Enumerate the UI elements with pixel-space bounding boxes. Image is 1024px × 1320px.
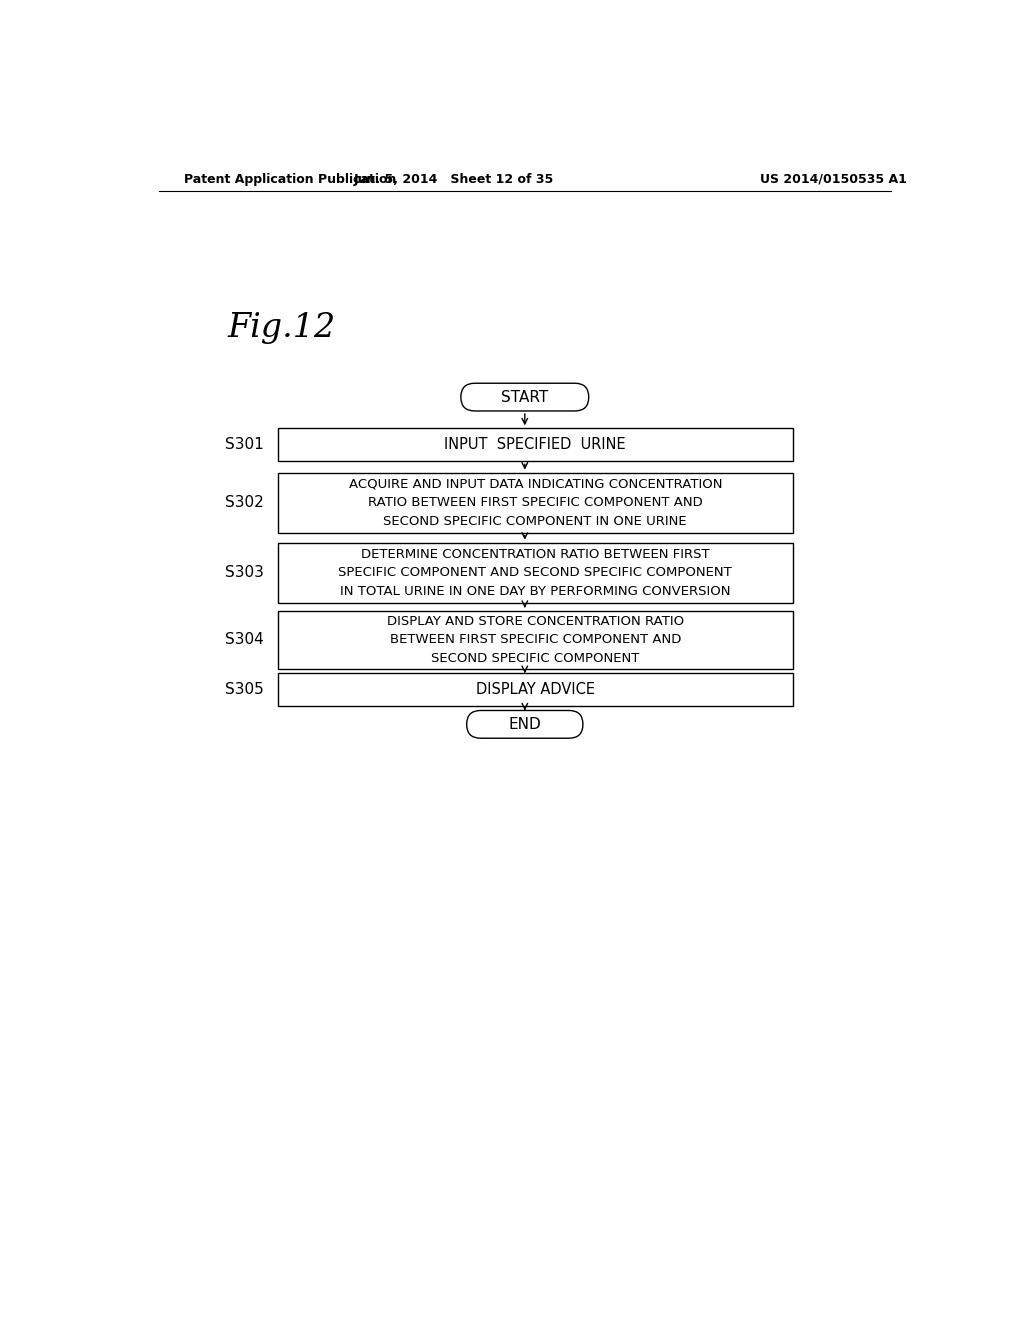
Text: DETERMINE CONCENTRATION RATIO BETWEEN FIRST
SPECIFIC COMPONENT AND SECOND SPECIF: DETERMINE CONCENTRATION RATIO BETWEEN FI… bbox=[338, 548, 732, 598]
Text: ACQUIRE AND INPUT DATA INDICATING CONCENTRATION
RATIO BETWEEN FIRST SPECIFIC COM: ACQUIRE AND INPUT DATA INDICATING CONCEN… bbox=[348, 478, 722, 528]
Bar bbox=[278, 543, 793, 603]
Text: DISPLAY AND STORE CONCENTRATION RATIO
BETWEEN FIRST SPECIFIC COMPONENT AND
SECON: DISPLAY AND STORE CONCENTRATION RATIO BE… bbox=[387, 615, 684, 665]
Text: END: END bbox=[509, 717, 541, 731]
Text: US 2014/0150535 A1: US 2014/0150535 A1 bbox=[760, 173, 906, 186]
Text: S304: S304 bbox=[225, 632, 263, 647]
Bar bbox=[278, 428, 793, 462]
Text: DISPLAY ADVICE: DISPLAY ADVICE bbox=[476, 682, 595, 697]
Text: Patent Application Publication: Patent Application Publication bbox=[183, 173, 396, 186]
Text: Jun. 5, 2014   Sheet 12 of 35: Jun. 5, 2014 Sheet 12 of 35 bbox=[353, 173, 554, 186]
Text: S303: S303 bbox=[224, 565, 263, 581]
FancyBboxPatch shape bbox=[467, 710, 583, 738]
Text: INPUT  SPECIFIED  URINE: INPUT SPECIFIED URINE bbox=[444, 437, 626, 453]
FancyBboxPatch shape bbox=[461, 383, 589, 411]
Text: S302: S302 bbox=[225, 495, 263, 510]
Text: S301: S301 bbox=[225, 437, 263, 453]
Text: Fig.12: Fig.12 bbox=[227, 312, 336, 343]
Bar bbox=[278, 611, 793, 668]
Text: START: START bbox=[501, 389, 549, 405]
Text: S305: S305 bbox=[225, 682, 263, 697]
Bar bbox=[278, 473, 793, 533]
Bar bbox=[278, 673, 793, 706]
